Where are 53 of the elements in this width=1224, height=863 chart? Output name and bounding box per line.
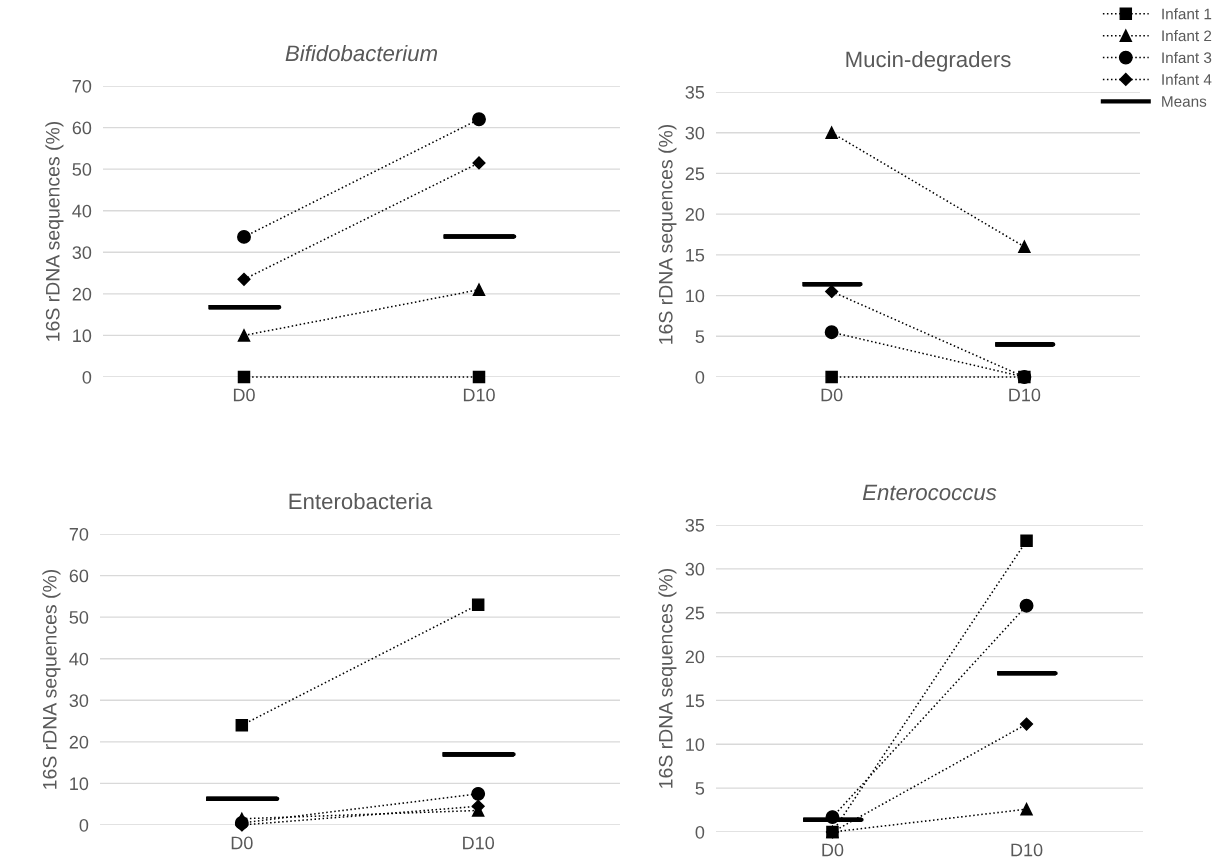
y-tick-label: 20 [685, 650, 705, 664]
y-tick-label: 35 [685, 85, 705, 99]
x-tick-label: D10 [1011, 843, 1043, 857]
y-tick-label: 15 [686, 248, 705, 262]
y-tick-label: 20 [72, 287, 92, 301]
y-tick-label: 0 [695, 370, 705, 384]
y-tick-label: 50 [69, 611, 89, 624]
chart-title: Enterobacteria [289, 492, 433, 510]
y-tick-label: 10 [70, 777, 89, 791]
legend-label: Infant 1 [1162, 8, 1212, 20]
y-tick-label: 25 [685, 606, 705, 620]
y-axis-title: 16S rDNA sequences (%) [42, 569, 61, 789]
y-tick-label: 10 [686, 738, 705, 752]
y-tick-label: 50 [72, 163, 92, 176]
y-tick-label: 30 [69, 694, 89, 708]
legend-label: Means [1162, 96, 1207, 107]
legend-label: Infant 3 [1162, 51, 1212, 64]
x-tick-label: D0 [233, 388, 255, 402]
y-tick-label: 0 [82, 370, 92, 384]
x-tick-label: D10 [463, 388, 495, 402]
y-tick-label: 5 [695, 330, 705, 344]
y-tick-label: 30 [685, 562, 705, 576]
y-axis-title: 16S rDNA sequences (%) [45, 121, 64, 341]
chart-title: Bifidobacterium [285, 44, 438, 62]
x-tick-label: D0 [821, 388, 843, 402]
y-axis-title: 16S rDNA sequences (%) [658, 124, 677, 344]
x-tick-label: D10 [463, 836, 495, 850]
y-tick-label: 10 [686, 289, 705, 303]
y-axis-title: 16S rDNA sequences (%) [658, 568, 677, 788]
y-tick-label: 40 [69, 652, 89, 666]
x-tick-label: D10 [1009, 388, 1041, 402]
y-tick-label: 60 [69, 569, 89, 583]
chart-title: Enterococcus [862, 484, 997, 501]
y-tick-label: 40 [72, 204, 92, 218]
legend-label: Infant 2 [1162, 30, 1212, 42]
y-tick-label: 30 [685, 126, 705, 140]
y-tick-label: 15 [686, 694, 705, 708]
y-tick-label: 60 [72, 121, 92, 135]
x-tick-label: D0 [231, 836, 253, 850]
chart-title: Mucin-degraders [846, 50, 1011, 72]
y-tick-label: 0 [695, 825, 705, 839]
y-tick-label: 25 [685, 167, 705, 181]
y-tick-label: 5 [695, 782, 705, 795]
y-tick-label: 0 [79, 818, 89, 832]
y-tick-label: 70 [72, 79, 92, 93]
y-tick-label: 10 [73, 329, 92, 343]
y-tick-label: 20 [69, 735, 89, 749]
y-tick-label: 70 [69, 527, 89, 541]
y-tick-label: 35 [685, 518, 705, 532]
y-tick-label: 20 [685, 208, 705, 221]
x-tick-label: D0 [822, 843, 844, 857]
legend-label: Infant 4 [1162, 73, 1212, 85]
y-tick-label: 30 [72, 246, 92, 260]
